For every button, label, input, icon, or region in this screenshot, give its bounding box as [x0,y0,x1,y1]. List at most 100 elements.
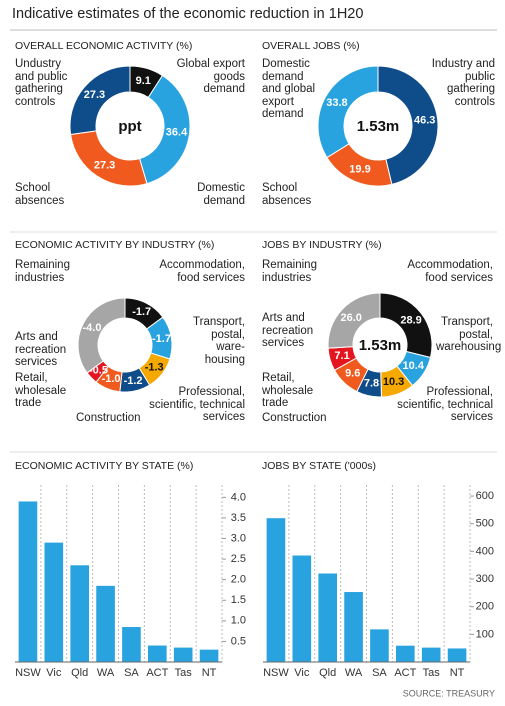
slice-category-label: Remaining industries [262,259,317,284]
x-tick-label: Tas [423,667,441,679]
slice-value-label: 46.3 [414,114,435,126]
bar [44,542,64,662]
x-tick-label: Qld [319,667,336,679]
y-tick-label: 3.5 [231,512,246,524]
y-tick-label: 1.0 [231,615,246,627]
slice-value-label: 27.3 [84,89,105,101]
slice-value-label: 7.8 [364,377,379,389]
y-tick-label: 100 [476,628,494,640]
bar [173,647,193,662]
y-tick-label: 0.5 [231,635,246,647]
slice-category-label: Domestic demand and global export demand [262,58,316,120]
x-tick-label: Vic [46,667,62,679]
slice-category-label: School absences [15,182,65,207]
bar [199,649,219,662]
chart-title: OVERALL ECONOMIC ACTIVITY (%) [15,40,192,52]
donut-slice [327,292,381,349]
slice-category-label: Undustry and public gathering controls [15,58,68,108]
bar [147,645,167,662]
donut-slice [317,65,379,159]
x-tick-label: NSW [263,667,289,679]
slice-value-label: 9.6 [345,367,360,379]
slice-value-label: 7.1 [334,350,349,362]
slice-category-label: Transport, postal, warehousing [436,316,502,353]
x-tick-label: ACT [394,667,416,679]
bar [292,555,312,662]
slice-category-label: Professional, scientific, technical serv… [149,386,245,423]
slice-value-label: 19.9 [349,163,370,175]
bar [70,565,90,662]
bar [447,648,467,662]
bar [318,573,338,662]
slice-value-label: -1.0 [102,373,121,385]
bar [344,592,363,662]
slice-category-label: Construction [76,412,141,424]
bar [96,585,115,662]
slice-category-label: Transport, postal, ware-housing [193,316,245,366]
slice-category-label: Professional, scientific, technical serv… [397,386,493,423]
bar [266,518,286,662]
page-title: Indicative estimates of the economic red… [12,6,363,22]
slice-value-label: 10.4 [403,360,425,372]
slice-value-label: 10.3 [383,376,404,388]
x-tick-label: SA [124,667,139,679]
bar [421,647,441,662]
slice-value-label: 27.3 [94,159,115,171]
slice-category-label: Remaining industries [15,259,70,284]
x-tick-label: NT [202,667,217,679]
y-tick-label: 200 [476,601,494,613]
slice-value-label: 36.4 [166,127,188,139]
slice-value-label: -1.7 [132,306,151,318]
x-tick-label: Qld [71,667,88,679]
x-tick-label: NSW [15,667,41,679]
chart-title: ECONOMIC ACTIVITY BY STATE (%) [15,460,193,472]
source: SOURCE: TREASURY [403,688,495,698]
slice-value-label: 28.9 [400,315,421,327]
x-tick-label: WA [97,667,115,679]
donut-slice [77,297,126,374]
y-tick-label: 3.0 [231,532,246,544]
chart-title: JOBS BY STATE ('000s) [262,460,376,472]
donut-center-label: 1.53m [359,337,402,354]
x-tick-label: SA [372,667,387,679]
y-tick-label: 2.0 [231,574,246,586]
slice-category-label: Industry and public gathering controls [431,58,495,108]
slice-category-label: School absences [262,182,312,207]
bar [122,627,141,662]
slice-category-label: Retail, wholesale trade [262,372,314,409]
bar [370,629,389,662]
donut-center-label: ppt [118,118,141,135]
slice-value-label: -1.3 [145,362,164,374]
x-tick-label: WA [345,667,363,679]
donut-center-label: 1.53m [357,118,400,135]
slice-category-label: Arts and recreation services [262,312,314,349]
x-tick-label: Vic [294,667,310,679]
y-tick-label: 2.5 [231,553,246,565]
donut-slice [377,65,439,185]
slice-value-label: -1.7 [152,333,171,345]
y-tick-label: 500 [476,518,494,530]
y-tick-label: 1.5 [231,594,246,606]
donut-slice [138,74,191,185]
y-tick-label: 600 [476,490,494,502]
y-tick-label: 400 [476,545,494,557]
slice-category-label: Accommodation, food services [407,259,493,284]
y-tick-label: 300 [476,573,494,585]
bar [18,501,38,662]
x-tick-label: NT [450,667,465,679]
slice-category-label: Construction [262,412,327,424]
y-tick-label: 4.0 [231,491,246,503]
chart-title: JOBS BY INDUSTRY (%) [262,239,382,251]
chart-title: ECONOMIC ACTIVITY BY INDUSTRY (%) [15,239,214,251]
slice-category-label: Arts and recreation services [15,331,67,368]
donut-slice [69,65,131,136]
slice-category-label: Global export goods demand [176,58,245,95]
slice-value-label: -4.0 [83,322,102,334]
x-tick-label: ACT [146,667,168,679]
slice-value-label: -1.2 [124,375,143,387]
slice-category-label: Accommodation, food services [159,259,245,284]
donut-slice [70,130,148,187]
chart-title: OVERALL JOBS (%) [262,40,360,52]
